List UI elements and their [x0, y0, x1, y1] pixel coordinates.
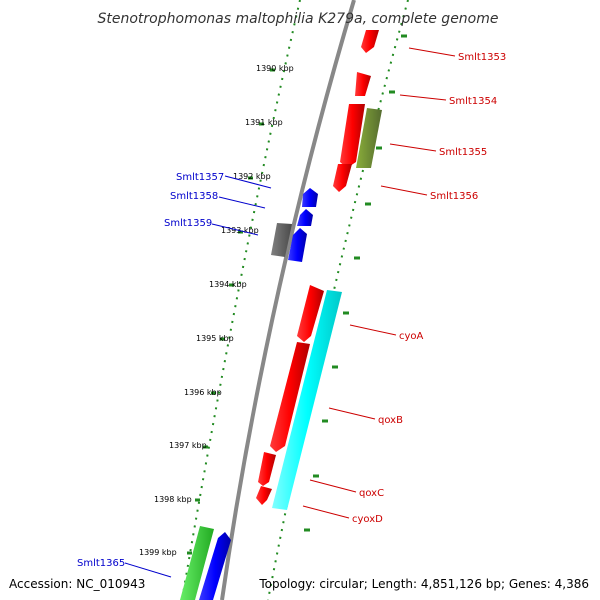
gene-smlt1355-olive[interactable]	[356, 108, 382, 168]
gene-smlt1357[interactable]	[302, 188, 318, 207]
tick-label-1398: 1398 kbp	[154, 495, 192, 504]
outer-tick-marks	[304, 34, 407, 532]
map-title: Stenotrophomonas maltophilia K279a, comp…	[98, 11, 499, 27]
gene-smlt1356[interactable]	[333, 164, 352, 192]
label-qoxC: qoxC	[359, 488, 384, 499]
tick-label-1390: 1390 kbp	[256, 64, 294, 73]
label-leaders-red	[302, 47, 456, 519]
label-smlt1354: Smlt1354	[449, 96, 497, 107]
gene-cyoA[interactable]	[297, 285, 324, 342]
gene-smlt1353[interactable]	[361, 30, 379, 53]
label-smlt1356: Smlt1356	[430, 191, 478, 202]
label-cyoxD: cyoxD	[352, 514, 383, 525]
accession-label: Accession: NC_010943	[9, 577, 145, 591]
tick-label-1399: 1399 kbp	[139, 548, 177, 557]
tick-label-1394: 1394 kbp	[209, 280, 247, 289]
gene-cyo-cyan[interactable]	[272, 290, 342, 510]
gene-smlt1365-green[interactable]	[180, 526, 214, 600]
tick-label-1396: 1396 kbp	[184, 388, 222, 397]
label-qoxB: qoxB	[378, 415, 403, 426]
label-smlt1357: Smlt1357	[176, 172, 224, 183]
gene-smlt1365[interactable]	[199, 532, 231, 600]
gene-smlt1359[interactable]	[288, 228, 307, 262]
label-smlt1355: Smlt1355	[439, 147, 487, 158]
track-band	[180, 0, 410, 600]
label-smlt1358: Smlt1358	[170, 191, 218, 202]
gene-smlt1354[interactable]	[355, 72, 371, 96]
genome-summary: Topology: circular; Length: 4,851,126 bp…	[258, 577, 589, 591]
tick-label-1395: 1395 kbp	[196, 334, 234, 343]
label-leaders-blue	[124, 175, 272, 578]
label-smlt1353: Smlt1353	[458, 52, 506, 63]
gene-qoxC[interactable]	[258, 452, 276, 486]
label-cyoA: cyoA	[399, 331, 424, 342]
genome-backbone	[220, 0, 356, 600]
label-smlt1365: Smlt1365	[77, 558, 125, 569]
tick-label-1392: 1392 kbp	[233, 172, 271, 181]
tick-marks	[187, 68, 275, 555]
label-smlt1359: Smlt1359	[164, 218, 212, 229]
tick-label-1391: 1391 kbp	[245, 118, 283, 127]
gene-smlt1358[interactable]	[297, 209, 313, 226]
gene-cyoxD[interactable]	[256, 486, 272, 505]
tick-label-1397: 1397 kbp	[169, 441, 207, 450]
gene-smlt1355[interactable]	[340, 104, 365, 168]
gene-qoxB[interactable]	[270, 342, 310, 452]
gene-smlt1359-gray[interactable]	[271, 223, 292, 257]
